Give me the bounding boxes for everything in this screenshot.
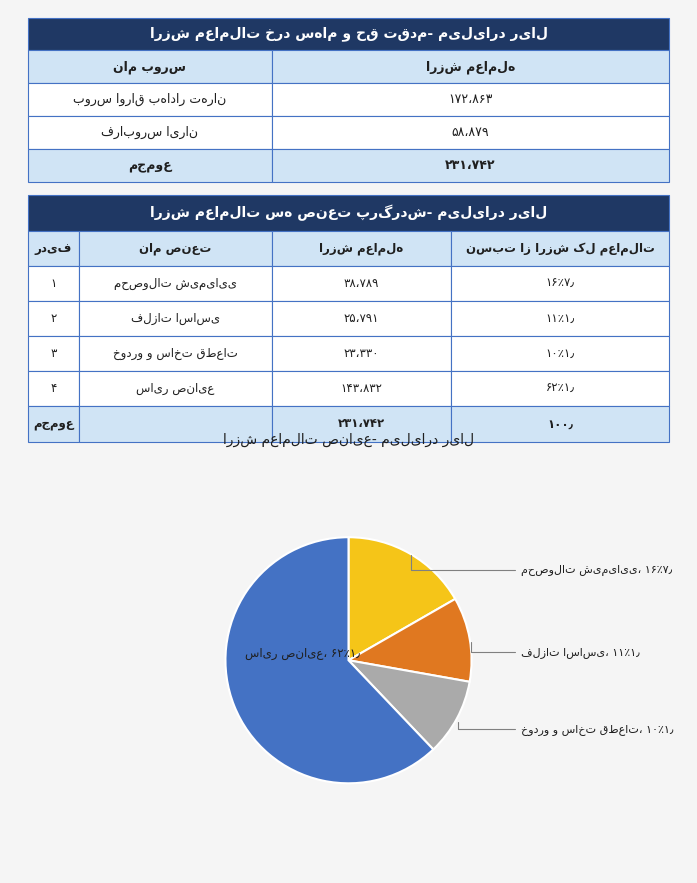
Title: ارزش معاملات صنایع- میلیارد ریال: ارزش معاملات صنایع- میلیارد ریال	[223, 433, 474, 448]
Bar	[28, 336, 79, 371]
Bar	[272, 266, 451, 301]
Text: ۱۰۰٫: ۱۰۰٫	[547, 418, 573, 430]
Text: ۱۱٪۱٫: ۱۱٪۱٫	[546, 312, 575, 325]
Bar	[451, 371, 669, 406]
Text: ۲: ۲	[50, 312, 56, 325]
Text: ۱: ۱	[50, 276, 56, 290]
Bar	[79, 336, 272, 371]
Wedge shape	[348, 660, 470, 750]
Bar	[451, 301, 669, 336]
Bar	[79, 266, 272, 301]
Text: ۲۳۱،۷۴۲: ۲۳۱،۷۴۲	[445, 159, 496, 172]
Text: مجموع: مجموع	[33, 418, 74, 430]
Bar	[28, 371, 79, 406]
Text: ۱۴۳،۸۳۲: ۱۴۳،۸۳۲	[340, 382, 382, 396]
Text: ۱۷۲،۸۶۳: ۱۷۲،۸۶۳	[448, 94, 493, 106]
Bar	[79, 230, 272, 266]
Text: ۳: ۳	[50, 347, 56, 360]
Bar	[28, 83, 272, 116]
Text: محصولات شیمیایی، ۱۶٪۷٫: محصولات شیمیایی، ۱۶٪۷٫	[411, 555, 672, 576]
Text: بورس اوراق بهادار تهران: بورس اوراق بهادار تهران	[73, 93, 227, 106]
Text: ۲۳۱،۷۴۲: ۲۳۱،۷۴۲	[338, 418, 385, 430]
Text: ۵۸،۸۷۹: ۵۸،۸۷۹	[452, 126, 489, 139]
Text: مجموع: مجموع	[128, 159, 171, 172]
Bar	[272, 83, 669, 116]
Text: ارزش معاملات سه صنعت پرگردش- میلیارد ریال: ارزش معاملات سه صنعت پرگردش- میلیارد ریا…	[150, 205, 547, 221]
Legend: سایر صنایع, خودرو و ساخت قطعات, فلزات اساسی, محصولات شیمیایی: سایر صنایع, خودرو و ساخت قطعات, فلزات اس…	[107, 882, 590, 883]
Bar	[79, 301, 272, 336]
Bar	[272, 116, 669, 149]
Bar	[28, 301, 79, 336]
Text: فرابورس ایران: فرابورس ایران	[101, 126, 198, 140]
Bar	[451, 266, 669, 301]
Wedge shape	[348, 599, 472, 682]
Bar	[451, 336, 669, 371]
Bar	[28, 18, 669, 50]
Text: ارزش معامله: ارزش معامله	[319, 242, 404, 254]
Bar	[272, 230, 451, 266]
Bar	[28, 50, 272, 83]
Bar	[272, 336, 451, 371]
Text: ۱۰٪۱٫: ۱۰٪۱٫	[546, 347, 574, 360]
Bar	[79, 406, 272, 442]
Text: فلزات اساسی، ۱۱٪۱٫: فلزات اساسی، ۱۱٪۱٫	[471, 642, 640, 658]
Bar	[272, 406, 451, 442]
Bar	[28, 266, 79, 301]
Bar	[28, 195, 669, 230]
Text: نام بورس: نام بورس	[113, 60, 186, 73]
Text: ۲۵،۷۹۱: ۲۵،۷۹۱	[344, 312, 379, 325]
Text: خودرو و ساخت قطعات: خودرو و ساخت قطعات	[113, 347, 238, 360]
Bar	[272, 149, 669, 182]
Text: ۳۸،۷۸۹: ۳۸،۷۸۹	[344, 276, 379, 290]
Text: ردیف: ردیف	[35, 242, 72, 254]
Bar	[28, 116, 272, 149]
Bar	[272, 301, 451, 336]
Text: ارزش معاملات خرد سهام و حق تقدم- میلیارد ریال: ارزش معاملات خرد سهام و حق تقدم- میلیارد…	[149, 26, 548, 42]
Text: سایر صنایع: سایر صنایع	[136, 382, 215, 396]
Bar	[79, 371, 272, 406]
Bar	[451, 230, 669, 266]
Text: ارزش معامله: ارزش معامله	[426, 60, 515, 73]
Bar	[272, 50, 669, 83]
Text: خودرو و ساخت قطعات، ۱۰٪۱٫: خودرو و ساخت قطعات، ۱۰٪۱٫	[459, 722, 673, 735]
Text: ۱۶٪۷٫: ۱۶٪۷٫	[546, 276, 574, 290]
Bar	[28, 149, 272, 182]
Bar	[272, 371, 451, 406]
Bar	[451, 406, 669, 442]
Text: سایر صنایع، ۶۲٪۱٫: سایر صنایع، ۶۲٪۱٫	[245, 647, 360, 660]
Wedge shape	[348, 537, 455, 660]
Text: نسبت از ارزش کل معاملات: نسبت از ارزش کل معاملات	[466, 242, 654, 254]
Text: محصولات شیمیایی: محصولات شیمیایی	[114, 276, 237, 290]
Bar	[28, 230, 79, 266]
Bar	[28, 406, 79, 442]
Text: ۲۳،۳۳۰: ۲۳،۳۳۰	[344, 347, 379, 360]
Text: فلزات اساسی: فلزات اساسی	[131, 312, 220, 325]
Text: ۶۲٪۱٫: ۶۲٪۱٫	[546, 382, 574, 396]
Text: نام صنعت: نام صنعت	[139, 242, 212, 254]
Wedge shape	[225, 537, 434, 783]
Text: ۴: ۴	[50, 382, 56, 396]
